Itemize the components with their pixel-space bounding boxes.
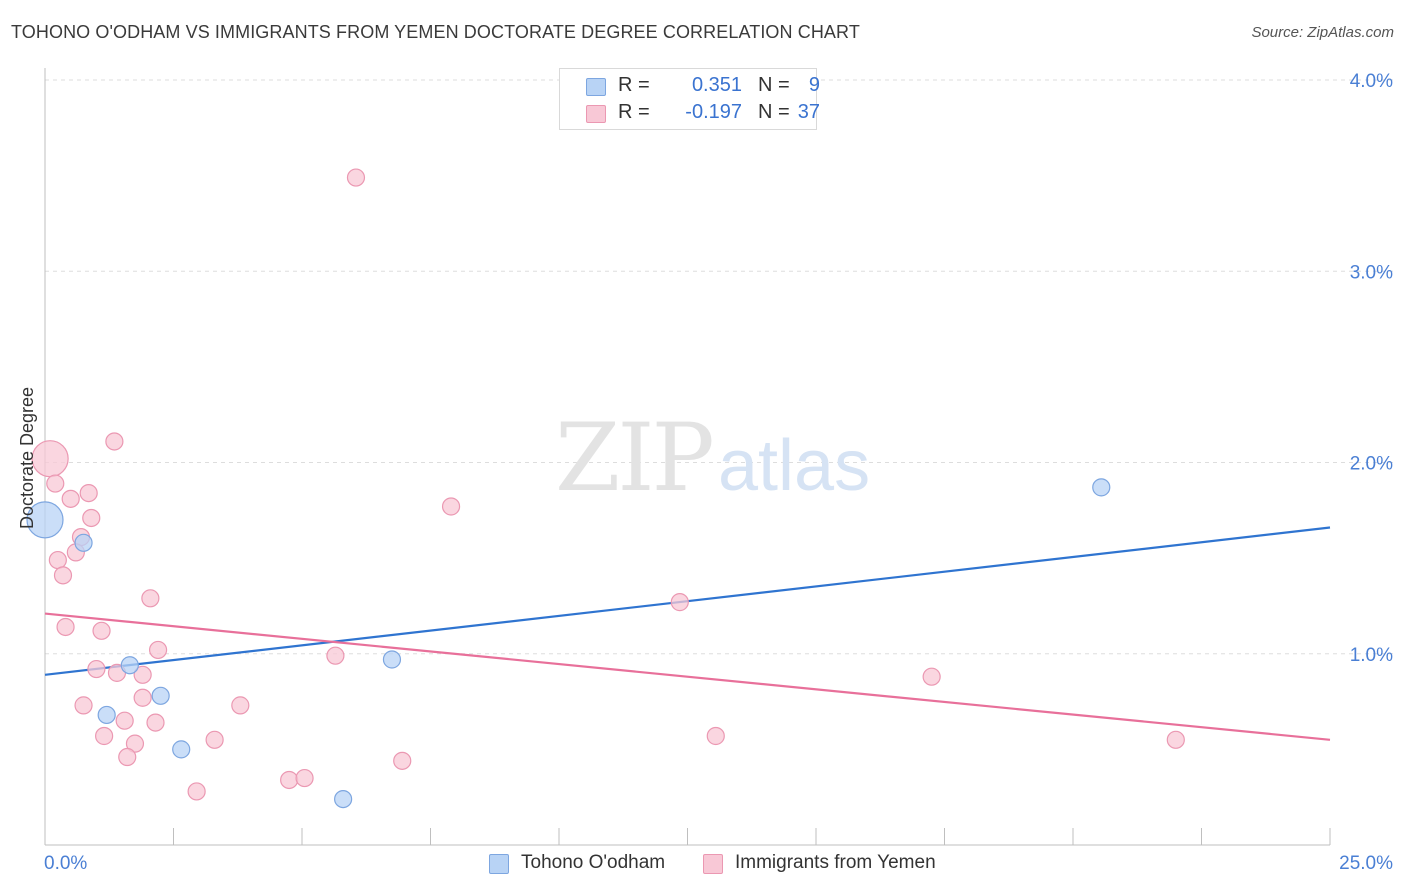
blue-swatch [586, 78, 606, 96]
r-label: R = [618, 74, 650, 96]
data-point-yemen[interactable] [92, 621, 111, 640]
data-points [26, 168, 1185, 809]
pink-swatch [586, 105, 606, 123]
data-point-tohono[interactable] [26, 501, 64, 539]
data-point-yemen[interactable] [87, 659, 106, 679]
data-point-tohono[interactable] [74, 533, 93, 552]
data-point-tohono[interactable] [1092, 478, 1111, 497]
data-point-yemen[interactable] [148, 640, 168, 660]
data-point-yemen[interactable] [295, 768, 314, 788]
data-point-yemen[interactable] [280, 770, 299, 790]
n-value: 37 [797, 101, 820, 123]
data-point-yemen[interactable] [205, 730, 224, 749]
y-tick-label: 3.0% [1350, 262, 1393, 283]
chart-title: TOHONO O'ODHAM VS IMMIGRANTS FROM YEMEN … [11, 22, 860, 42]
y-axis-title: Doctorate Degree [17, 387, 37, 529]
blue-swatch [489, 854, 509, 874]
data-point-yemen[interactable] [48, 550, 67, 570]
data-point-yemen[interactable] [441, 497, 461, 516]
data-point-yemen[interactable] [187, 782, 206, 801]
data-point-yemen[interactable] [115, 711, 134, 730]
r-label: R = [618, 101, 650, 123]
stats-legend: R = 0.351 N = 9 R = -0.197 N = 37 [559, 68, 820, 130]
data-point-yemen[interactable] [79, 484, 98, 503]
data-point-yemen[interactable] [670, 593, 689, 612]
data-point-tohono[interactable] [120, 656, 139, 675]
r-value: 0.351 [691, 74, 742, 96]
data-point-tohono[interactable] [151, 686, 170, 705]
n-value: 9 [808, 74, 820, 96]
data-point-yemen[interactable] [706, 726, 725, 746]
watermark-zip: ZIP [555, 404, 712, 513]
legend-label: Tohono O'odham [521, 852, 666, 873]
axis-labels: 1.0% 2.0% 3.0% 4.0% 0.0% 25.0% Doctorate Degre… [17, 71, 1393, 874]
data-point-yemen[interactable] [105, 432, 124, 451]
r-value: -0.197 [685, 101, 742, 123]
data-point-yemen[interactable] [61, 489, 80, 508]
y-tick-label: 4.0% [1350, 71, 1393, 92]
data-point-yemen[interactable] [141, 589, 160, 608]
trend-line-yemen [44, 612, 1331, 741]
data-point-tohono[interactable] [382, 650, 402, 669]
data-point-yemen[interactable] [133, 688, 152, 707]
data-point-yemen[interactable] [393, 751, 412, 770]
data-point-yemen[interactable] [74, 696, 93, 715]
watermark: ZIP atlas [555, 404, 870, 513]
data-point-yemen[interactable] [922, 667, 941, 686]
watermark-atlas: atlas [718, 426, 870, 506]
data-point-yemen[interactable] [53, 566, 73, 585]
chart-source: Source: ZipAtlas.com [1251, 24, 1394, 41]
data-point-yemen[interactable] [125, 734, 145, 753]
x-tick-label-min: 0.0% [44, 853, 87, 874]
data-point-tohono[interactable] [172, 740, 191, 759]
pink-swatch [703, 854, 723, 874]
n-label: N = [758, 101, 790, 123]
data-point-yemen[interactable] [1166, 730, 1185, 749]
data-point-yemen[interactable] [118, 747, 137, 767]
y-tick-label: 2.0% [1350, 454, 1393, 475]
y-tick-label: 1.0% [1350, 645, 1393, 666]
data-point-yemen[interactable] [146, 713, 165, 732]
n-label: N = [758, 74, 790, 96]
legend-label: Immigrants from Yemen [735, 852, 936, 873]
data-point-yemen[interactable] [133, 665, 152, 684]
data-point-yemen[interactable] [231, 696, 250, 715]
data-point-tohono[interactable] [97, 705, 116, 725]
data-point-yemen[interactable] [46, 474, 65, 493]
data-point-yemen[interactable] [326, 646, 345, 665]
data-point-yemen[interactable] [95, 726, 114, 746]
x-tick-label-max: 25.0% [1339, 853, 1393, 874]
data-point-tohono[interactable] [334, 789, 353, 809]
gridlines [45, 79, 1393, 655]
data-point-yemen[interactable] [346, 168, 366, 187]
data-point-yemen[interactable] [82, 508, 101, 528]
data-point-yemen[interactable] [31, 440, 69, 478]
data-point-yemen[interactable] [56, 617, 75, 637]
